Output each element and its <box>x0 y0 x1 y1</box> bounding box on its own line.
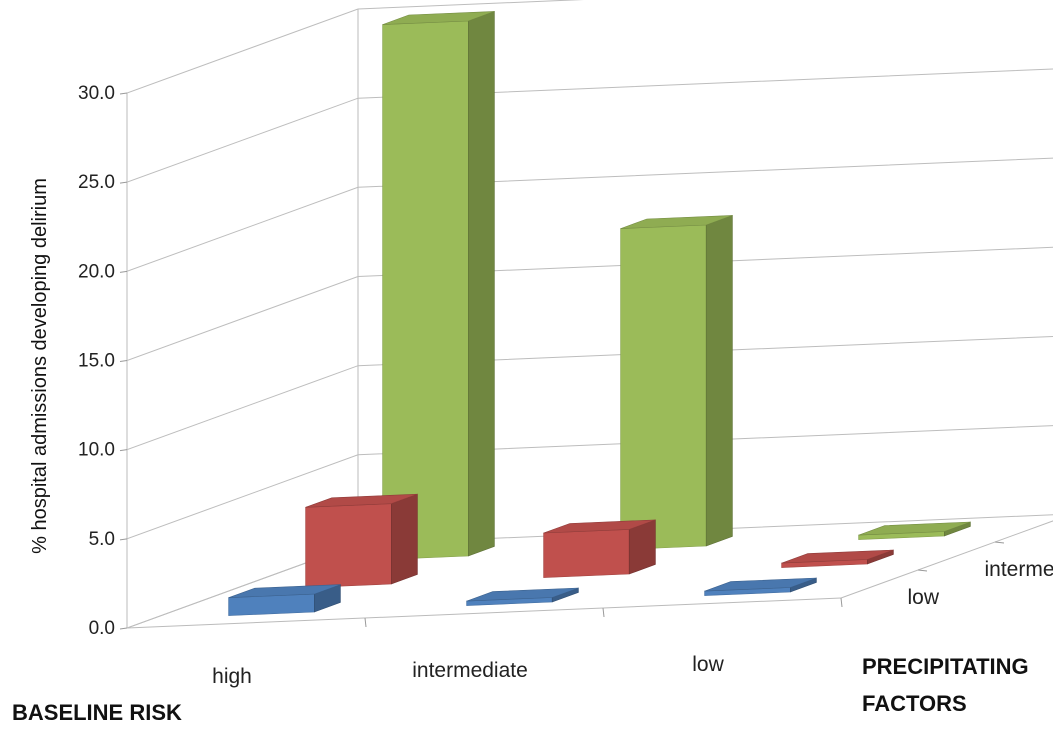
x-axis-title: BASELINE RISK <box>12 700 182 725</box>
x-category-label: intermediate <box>412 659 528 682</box>
bar-low-pf-intermediate <box>466 587 579 606</box>
axis-labels: 0.0 5.0 10.0 15.0 20.0 25.0 30.0 high intermedia… <box>78 83 1053 688</box>
bar-top-face <box>620 215 733 229</box>
floor-right-edge <box>840 520 1053 599</box>
y-tick-label: 25.0 <box>78 172 115 193</box>
bar-intermediate-pf-low <box>781 549 894 568</box>
y-tick-label: 10.0 <box>78 440 115 461</box>
gridline <box>126 0 585 94</box>
gridline <box>126 68 1053 183</box>
y-tick-mark <box>119 360 128 362</box>
z-tick-mark <box>994 541 1005 544</box>
bar-high-pf-high <box>382 10 495 560</box>
gridline <box>126 335 1053 451</box>
bar-side-face <box>390 493 418 585</box>
bar-top-face <box>466 587 579 602</box>
bars <box>228 10 971 616</box>
z-axis-title-line1: PRECIPITATING <box>862 654 1029 679</box>
y-tick-label: 5.0 <box>89 529 115 550</box>
bar-front-face <box>620 224 707 550</box>
z-axis-title-line2: FACTORS <box>862 691 967 716</box>
bar-side-face <box>467 10 495 557</box>
gridline <box>126 425 1053 540</box>
x-category-label: high <box>212 665 252 688</box>
gridline <box>126 246 1053 361</box>
bar-high-pf-low <box>858 521 971 540</box>
bar-low-pf-low <box>704 577 817 596</box>
bar-top-face <box>704 577 817 592</box>
y-tick-mark <box>119 270 128 273</box>
floor-front-edge <box>126 597 842 629</box>
bar-top-face <box>781 549 894 564</box>
y-tick-mark <box>119 627 128 630</box>
bar-front-face <box>382 20 469 560</box>
z-category-label: low <box>908 586 940 609</box>
bar-side-face <box>705 214 733 547</box>
y-tick-mark <box>119 538 128 541</box>
x-tick-mark <box>840 597 843 608</box>
bar-top-face <box>228 584 341 598</box>
y-tick-label: 20.0 <box>78 261 115 282</box>
bar-front-face <box>305 503 392 588</box>
x-tick-mark <box>602 607 605 618</box>
y-tick-mark <box>119 449 128 452</box>
gridline <box>126 157 1053 272</box>
y-tick-mark <box>119 181 128 184</box>
z-tick-mark <box>917 569 928 572</box>
bar-front-face <box>543 529 630 578</box>
y-tick-label: 30.0 <box>78 83 115 104</box>
z-category-label: intermediate <box>985 558 1053 581</box>
bar-low-pf-high <box>228 584 341 616</box>
bar-top-face <box>543 519 656 534</box>
y-tick-label: 15.0 <box>78 351 115 372</box>
bar-top-face <box>382 11 495 25</box>
bar-intermediate-pf-high <box>305 493 418 588</box>
x-category-label: low <box>692 653 724 676</box>
y-tick-label: 0.0 <box>89 618 115 639</box>
y-axis-title: % hospital admissions developing deliriu… <box>29 178 51 554</box>
bar-high-pf-intermediate <box>620 214 733 550</box>
y-tick-mark <box>119 92 128 95</box>
bar-top-face <box>858 521 971 536</box>
bar-top-face <box>305 493 418 508</box>
x-tick-mark <box>364 617 367 628</box>
bar-intermediate-pf-intermediate <box>543 519 656 578</box>
